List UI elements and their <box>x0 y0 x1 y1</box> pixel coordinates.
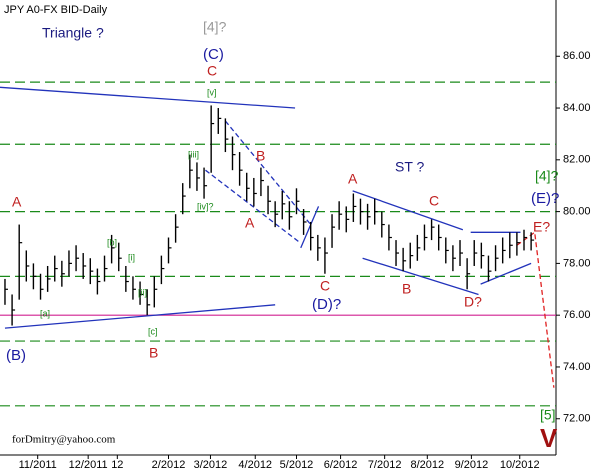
wave-label: [iii] <box>188 149 199 159</box>
wave-label: A <box>348 171 358 187</box>
trend-line <box>205 169 301 244</box>
wave-label: B <box>256 148 265 164</box>
trend-line <box>224 120 312 225</box>
wave-label: B <box>149 345 158 361</box>
wave-label: [i] <box>128 252 135 262</box>
x-tick-label: 12 <box>111 459 123 471</box>
footer: forDmitry@yahoo.com <box>12 434 116 446</box>
wave-label: [4]? <box>535 168 559 184</box>
wave-label: [iv]? <box>197 201 214 211</box>
trend-line <box>362 257 479 296</box>
wave-label: (D)? <box>312 296 341 313</box>
y-tick-label: 86.00 <box>563 50 591 62</box>
wave-label: [ii] <box>138 287 147 297</box>
x-tick-label: 11/2011 <box>19 459 57 471</box>
wave-label: A <box>245 215 255 231</box>
wave-label: C <box>429 193 439 209</box>
y-tick-label: 80.00 <box>563 206 591 218</box>
wave-label: [a] <box>40 308 50 318</box>
y-tick-label: 84.00 <box>563 102 591 114</box>
y-tick-label: 74.00 <box>563 361 591 373</box>
wave-label: C <box>320 278 330 294</box>
y-tick-label: 76.00 <box>563 309 591 321</box>
wave-label: [c] <box>148 326 158 336</box>
trend-line <box>352 190 464 231</box>
x-tick-label: 12/2011 <box>69 459 108 471</box>
x-tick-label: 8/2012 <box>410 459 444 471</box>
chart-title: JPY A0-FX BID-Daily <box>4 4 108 16</box>
wave-label: [b] <box>107 237 117 247</box>
x-tick-label: 6/2012 <box>324 459 358 471</box>
wave-label: Triangle ? <box>42 25 104 41</box>
trend-line <box>4 304 276 329</box>
wave-label: (C) <box>203 46 224 63</box>
x-tick-label: 4/2012 <box>238 459 272 471</box>
wave-label: [5] <box>540 407 556 423</box>
wave-label: [4]? <box>203 19 227 35</box>
wave-label: C <box>207 63 217 79</box>
wave-label: (B) <box>6 347 26 364</box>
x-tick-label: 2/2012 <box>152 459 186 471</box>
wave-label: (E)? <box>531 190 559 207</box>
y-tick-label: 82.00 <box>563 154 591 166</box>
x-tick-label: 3/2012 <box>194 459 228 471</box>
y-tick-label: 78.00 <box>563 257 591 269</box>
wave-label: D? <box>464 294 482 310</box>
wave-label: A <box>12 194 22 210</box>
trend-line <box>300 206 320 249</box>
wave-label: B <box>402 281 411 297</box>
x-tick-label: 9/2012 <box>455 459 489 471</box>
wave-label: V <box>540 423 558 453</box>
trend-line <box>0 86 296 109</box>
x-tick-label: 5/2012 <box>280 459 314 471</box>
x-tick-label: 7/2012 <box>368 459 402 471</box>
wave-label: ST ? <box>395 159 425 175</box>
y-tick-label: 72.00 <box>563 413 591 425</box>
wave-label: [v] <box>207 87 217 97</box>
x-tick-label: 10/2012 <box>500 459 540 471</box>
wave-label: E? <box>533 219 550 235</box>
